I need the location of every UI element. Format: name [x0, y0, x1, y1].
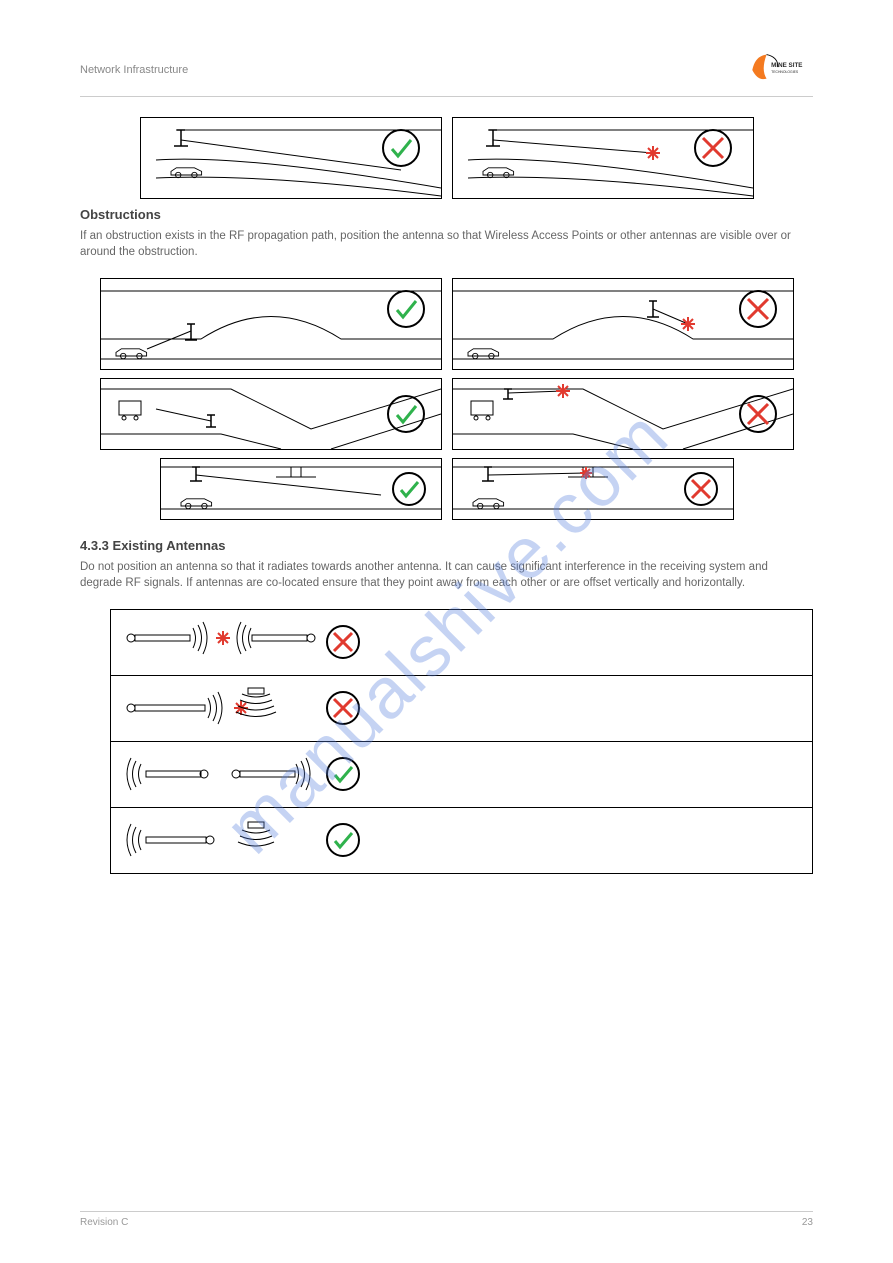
- header-subtitle: Network Infrastructure: [80, 64, 188, 76]
- panel-ant-colocated-bad: [110, 676, 813, 742]
- panel-overhead-good: [160, 458, 442, 520]
- panel-incline-good: [140, 117, 442, 199]
- logo-text-bottom: TECHNOLOGIES: [771, 70, 799, 74]
- panel-bend-bad: [452, 378, 794, 450]
- row-overhead: [80, 458, 813, 520]
- brand-logo: MINE SITE TECHNOLOGIES: [743, 50, 813, 90]
- antenna-stack: [110, 609, 813, 874]
- existing-antennas-title: 4.3.3 Existing Antennas: [80, 538, 813, 553]
- page-footer: Revision C 23: [80, 1211, 813, 1228]
- panel-bump-bad: [452, 278, 794, 370]
- panel-incline-bad: [452, 117, 754, 199]
- row-bend: [80, 378, 813, 450]
- page: Network Infrastructure MINE SITE TECHNOL…: [0, 0, 893, 1263]
- obstructions-body: If an obstruction exists in the RF propa…: [80, 228, 813, 260]
- page-header: Network Infrastructure MINE SITE TECHNOL…: [80, 50, 813, 97]
- panel-ant-away-good: [110, 742, 813, 808]
- panel-ant-facing-bad: [110, 609, 813, 676]
- panel-bend-good: [100, 378, 442, 450]
- row-bump: [80, 278, 813, 370]
- panel-bump-good: [100, 278, 442, 370]
- footer-left: Revision C: [80, 1217, 128, 1228]
- row-incline: [80, 117, 813, 199]
- panel-overhead-bad: [452, 458, 734, 520]
- logo-text-top: MINE SITE: [771, 62, 802, 69]
- panel-ant-offset-good: [110, 808, 813, 874]
- section-existing-antennas: 4.3.3 Existing Antennas Do not position …: [80, 538, 813, 591]
- obstructions-title: Obstructions: [80, 207, 813, 222]
- footer-right: 23: [802, 1217, 813, 1228]
- section-obstructions: Obstructions If an obstruction exists in…: [80, 207, 813, 260]
- existing-antennas-body: Do not position an antenna so that it ra…: [80, 559, 813, 591]
